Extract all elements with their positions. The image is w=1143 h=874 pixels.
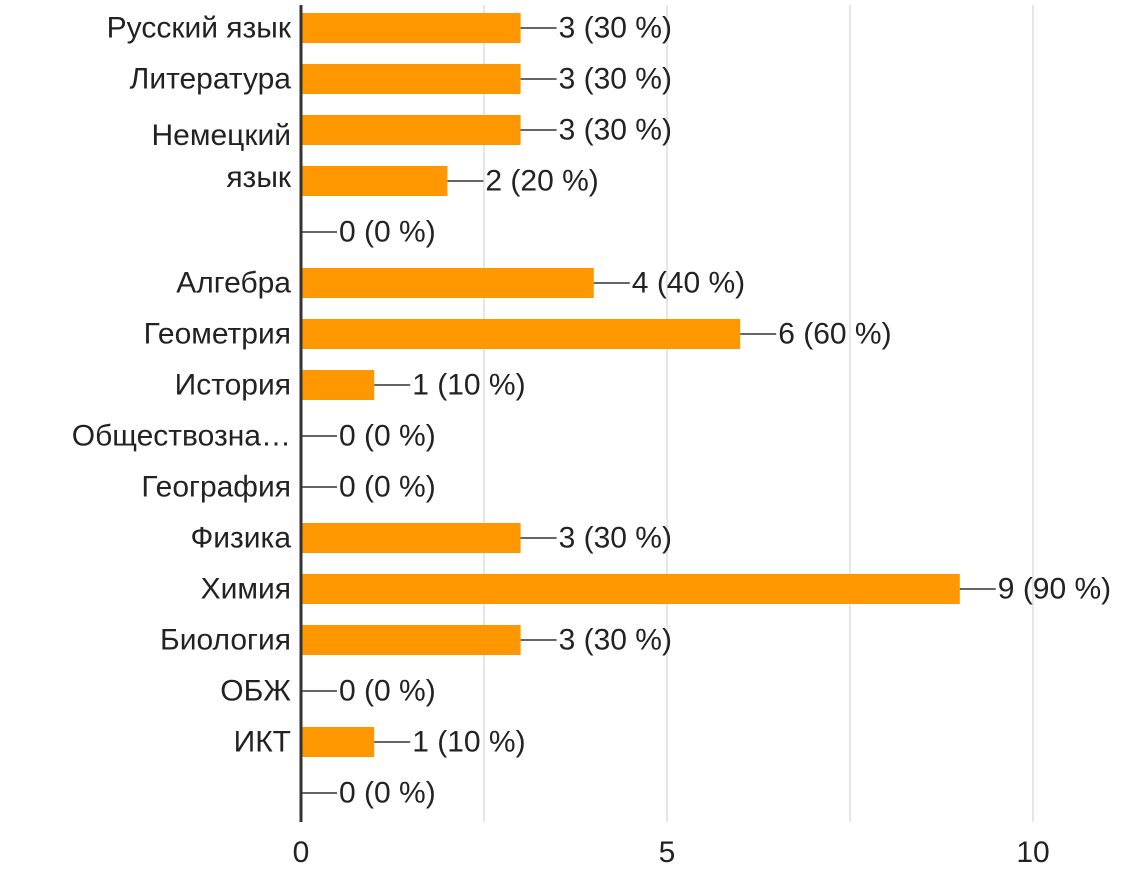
bar-value-label: 1 (10 %) bbox=[412, 726, 525, 759]
bar bbox=[301, 268, 594, 298]
bar bbox=[301, 166, 448, 196]
bar bbox=[301, 13, 521, 43]
bar bbox=[301, 574, 960, 604]
category-label: ИКТ bbox=[234, 726, 291, 759]
x-tick-label: 10 bbox=[1016, 836, 1049, 869]
category-label: Литература bbox=[130, 63, 292, 96]
bar-value-label: 1 (10 %) bbox=[412, 369, 525, 402]
bar-value-label: 3 (30 %) bbox=[559, 63, 672, 96]
bar-value-label: 3 (30 %) bbox=[559, 114, 672, 147]
bar bbox=[301, 727, 375, 757]
bar-value-label: 4 (40 %) bbox=[632, 267, 745, 300]
bar-value-label: 6 (60 %) bbox=[778, 318, 891, 351]
category-label: Русский язык bbox=[107, 12, 292, 45]
category-label: Физика bbox=[190, 522, 291, 555]
category-label: История bbox=[175, 369, 291, 402]
bar-value-label: 0 (0 %) bbox=[339, 777, 436, 810]
bar-value-label: 3 (30 %) bbox=[559, 12, 672, 45]
category-label: Химия bbox=[201, 573, 291, 606]
bar bbox=[301, 625, 521, 655]
bar-value-label: 0 (0 %) bbox=[339, 675, 436, 708]
category-label: География bbox=[141, 471, 291, 504]
bar bbox=[301, 64, 521, 94]
bar bbox=[301, 115, 521, 145]
category-label: Обществозна… bbox=[72, 420, 291, 453]
category-label: ОБЖ bbox=[220, 675, 291, 708]
x-tick-label: 0 bbox=[293, 836, 310, 869]
bar bbox=[301, 523, 521, 553]
bar-value-label: 3 (30 %) bbox=[559, 522, 672, 555]
bar-value-label: 3 (30 %) bbox=[559, 624, 672, 657]
bar-value-label: 9 (90 %) bbox=[998, 573, 1111, 606]
labels: 3 (30 %) 3 (30 %) 3 (30 %) 2 (20 %) 0 (0 %) 4… bbox=[72, 12, 1111, 870]
bar-value-label: 0 (0 %) bbox=[339, 216, 436, 249]
category-label: Немецкий язык bbox=[152, 119, 292, 194]
bar-value-label: 0 (0 %) bbox=[339, 420, 436, 453]
x-tick-label: 5 bbox=[659, 836, 676, 869]
category-label: Геометрия bbox=[144, 318, 291, 351]
category-label: Алгебра bbox=[176, 267, 291, 300]
category-label: Биология bbox=[160, 624, 291, 657]
bars bbox=[301, 13, 996, 794]
bar-value-label: 2 (20 %) bbox=[485, 165, 598, 198]
bar bbox=[301, 319, 741, 349]
grid-lines bbox=[483, 5, 1034, 822]
bar-value-label: 0 (0 %) bbox=[339, 471, 436, 504]
bar bbox=[301, 370, 375, 400]
